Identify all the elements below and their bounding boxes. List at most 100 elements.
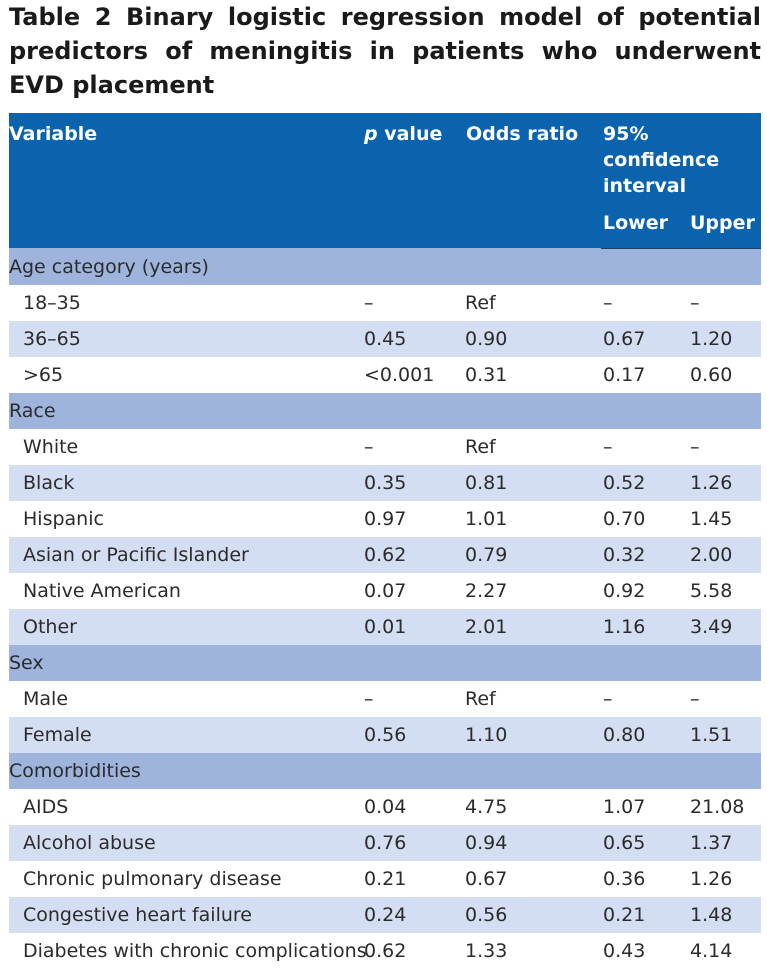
- header-p-rest: value: [377, 123, 443, 145]
- header-upper: Upper: [690, 200, 761, 249]
- odds-ratio-cell: Ref: [465, 284, 601, 321]
- ci-upper-cell: 1.26: [690, 860, 761, 897]
- ci-upper-cell: 21.08: [690, 788, 761, 825]
- section-label: Sex: [9, 644, 761, 681]
- odds-ratio-cell: 4.75: [465, 788, 601, 825]
- p-value-cell: 0.56: [364, 716, 465, 753]
- table-row: Congestive heart failure 0.24 0.56 0.21 1.48: [9, 896, 761, 933]
- table-body: Age category (years) 18–35– Ref – –36–65 0.45…: [9, 248, 761, 969]
- header-p-letter: p: [364, 123, 378, 145]
- p-value-cell: 0.21: [364, 860, 465, 897]
- variable-cell: Alcohol abuse: [9, 824, 364, 861]
- odds-ratio-cell: 0.94: [465, 824, 601, 861]
- variable-cell: >65: [9, 356, 364, 393]
- variable-cell: Native American: [9, 572, 364, 609]
- p-value-cell: 0.97: [364, 500, 465, 537]
- ci-lower-cell: 0.67: [601, 320, 690, 357]
- p-value-cell: –: [364, 284, 465, 321]
- odds-ratio-cell: 2.01: [465, 608, 601, 645]
- table-row: Chronic pulmonary disease 0.21 0.67 0.36 1.2…: [9, 860, 761, 897]
- section-row: Age category (years): [9, 248, 761, 285]
- table-row: Alcohol abuse 0.76 0.94 0.65 1.37: [9, 824, 761, 861]
- ci-lower-cell: 0.36: [601, 860, 690, 897]
- odds-ratio-cell: 0.31: [465, 356, 601, 393]
- ci-lower-cell: 0.52: [601, 464, 690, 501]
- odds-ratio-cell: 0.79: [465, 536, 601, 573]
- ci-lower-cell: –: [601, 284, 690, 321]
- table-row: Black 0.35 0.81 0.52 1.26: [9, 464, 761, 501]
- header-confidence-interval: 95% confidence interval: [601, 113, 761, 200]
- odds-ratio-cell: 1.10: [465, 716, 601, 753]
- p-value-cell: 0.62: [364, 932, 465, 969]
- odds-ratio-cell: 1.33: [465, 932, 601, 969]
- ci-upper-cell: 1.51: [690, 716, 761, 753]
- ci-lower-cell: 0.32: [601, 536, 690, 573]
- variable-cell: 18–35: [9, 284, 364, 321]
- table-row: Asian or Pacific Islander 0.62 0.79 0.32 2.0…: [9, 536, 761, 573]
- regression-table: Variable p value Odds ratio 95% confiden…: [9, 113, 761, 969]
- section-row: Comorbidities: [9, 752, 761, 789]
- p-value-cell: –: [364, 428, 465, 465]
- table-row: Other 0.01 2.01 1.16 3.49: [9, 608, 761, 645]
- ci-upper-cell: 1.45: [690, 500, 761, 537]
- table-row: Hispanic 0.97 1.01 0.70 1.45: [9, 500, 761, 537]
- ci-upper-cell: –: [690, 428, 761, 465]
- header-p-value: p value: [364, 113, 465, 248]
- table-row: White – Ref – –: [9, 428, 761, 465]
- variable-cell: Hispanic: [9, 500, 364, 537]
- p-value-cell: 0.62: [364, 536, 465, 573]
- p-value-cell: –: [364, 680, 465, 717]
- ci-upper-cell: –: [690, 680, 761, 717]
- ci-upper-cell: 1.48: [690, 896, 761, 933]
- ci-upper-cell: 2.00: [690, 536, 761, 573]
- ci-lower-cell: –: [601, 428, 690, 465]
- ci-lower-cell: 0.80: [601, 716, 690, 753]
- variable-cell: Congestive heart failure: [9, 896, 364, 933]
- odds-ratio-cell: Ref: [465, 428, 601, 465]
- variable-cell: Asian or Pacific Islander: [9, 536, 364, 573]
- section-label: Age category (years): [9, 248, 761, 285]
- ci-lower-cell: –: [601, 680, 690, 717]
- odds-ratio-cell: 0.67: [465, 860, 601, 897]
- header-odds-ratio: Odds ratio: [465, 113, 601, 248]
- table-row: 18–35– Ref – –: [9, 284, 761, 321]
- ci-upper-cell: 0.60: [690, 356, 761, 393]
- table-caption: Binary logistic regression model of pote…: [9, 3, 762, 99]
- ci-lower-cell: 1.16: [601, 608, 690, 645]
- table-row: AIDS 0.04 4.75 1.07 21.08: [9, 788, 761, 825]
- table-row: Native American 0.07 2.27 0.92 5.58: [9, 572, 761, 609]
- ci-upper-cell: 5.58: [690, 572, 761, 609]
- p-value-cell: 0.07: [364, 572, 465, 609]
- p-value-cell: 0.76: [364, 824, 465, 861]
- ci-lower-cell: 0.70: [601, 500, 690, 537]
- table-row: Female 0.56 1.10 0.80 1.51: [9, 716, 761, 753]
- table-label: Table 2: [9, 3, 112, 31]
- ci-upper-cell: 4.14: [690, 932, 761, 969]
- p-value-cell: 0.04: [364, 788, 465, 825]
- table-row: Male – Ref – –: [9, 680, 761, 717]
- ci-upper-cell: 1.37: [690, 824, 761, 861]
- ci-lower-cell: 0.65: [601, 824, 690, 861]
- section-row: Race: [9, 392, 761, 429]
- p-value-cell: 0.24: [364, 896, 465, 933]
- ci-upper-cell: 3.49: [690, 608, 761, 645]
- odds-ratio-cell: 2.27: [465, 572, 601, 609]
- variable-cell: White: [9, 428, 364, 465]
- ci-upper-cell: –: [690, 284, 761, 321]
- variable-cell: Black: [9, 464, 364, 501]
- table-row: 36–65 0.45 0.90 0.67 1.20: [9, 320, 761, 357]
- variable-cell: Diabetes with chronic complications: [9, 932, 367, 969]
- ci-lower-cell: 0.43: [601, 932, 690, 969]
- section-label: Comorbidities: [9, 752, 761, 789]
- ci-lower-cell: 0.92: [601, 572, 690, 609]
- ci-lower-cell: 0.21: [601, 896, 690, 933]
- variable-cell: Chronic pulmonary disease: [9, 860, 364, 897]
- ci-lower-cell: 0.17: [601, 356, 690, 393]
- variable-cell: Female: [9, 716, 364, 753]
- section-label: Race: [9, 392, 761, 429]
- variable-cell: Male: [9, 680, 364, 717]
- variable-cell: Other: [9, 608, 364, 645]
- header-variable: Variable: [9, 113, 364, 248]
- odds-ratio-cell: 0.81: [465, 464, 601, 501]
- header-lower: Lower: [601, 200, 690, 249]
